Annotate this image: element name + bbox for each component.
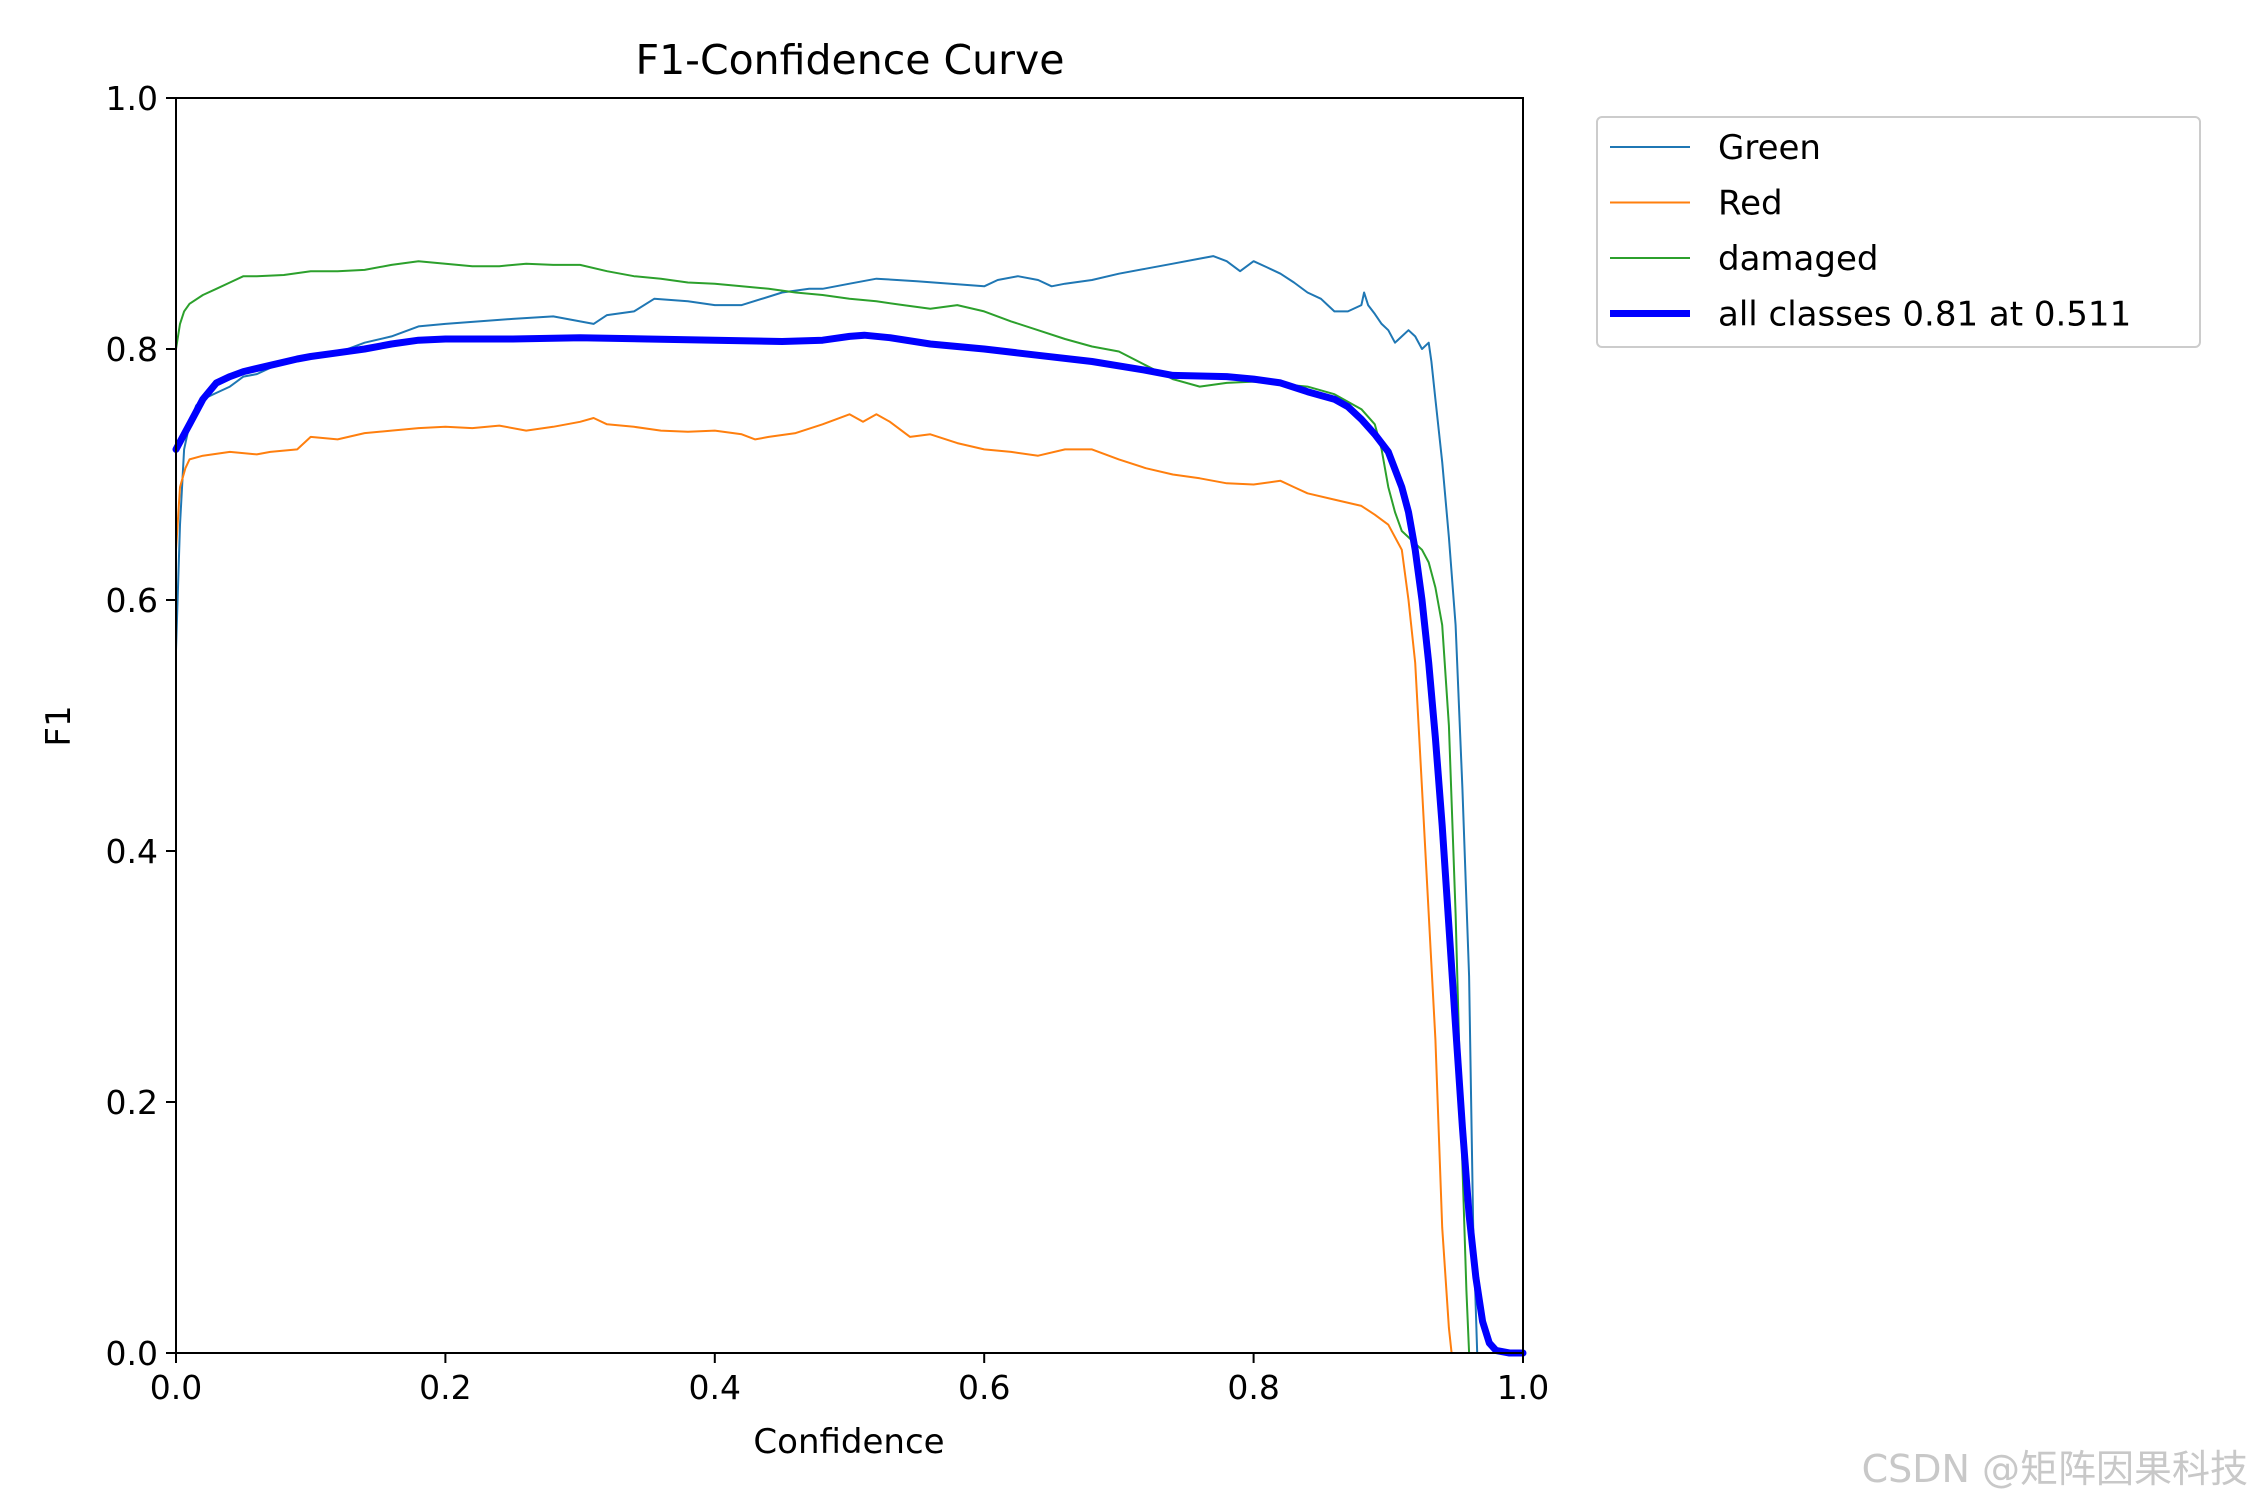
y-tick-label: 1.0 [106,79,158,118]
legend-label-2: Red [1718,184,1783,224]
x-tick-label: 0.8 [1227,1368,1279,1407]
x-tick-label: 0.0 [150,1368,202,1407]
x-tick-label: 0.2 [419,1368,471,1407]
plot-frame [175,97,1524,1354]
ticks-layer: 0.0 0.2 0.4 0.6 0.8 1.0 0.0 0.2 0.4 0.6 0.8 1.0 [106,79,1550,1407]
chart-title: F1-Confidence Curve [636,36,1065,84]
x-tick-label: 0.4 [689,1368,741,1407]
x-tick-label: 0.6 [958,1368,1010,1407]
legend-label-4: all classes 0.81 at 0.511 [1718,295,2131,335]
legend-label-1: Green [1718,128,1821,168]
x-axis-label: Confidence [753,1422,944,1462]
y-tick-label: 0.8 [106,330,158,369]
legend-label-3: damaged [1718,239,1878,279]
legend-items: Green Red damaged all classes 0.81 at 0.511 [1610,128,2131,335]
series-layer [172,255,1527,1357]
series-line-1 [175,255,1524,1354]
y-tick-label: 0.4 [106,832,158,871]
series-line-3 [175,260,1524,1354]
legend: Green Red damaged all classes 0.81 at 0.511 [1596,116,2201,348]
y-tick-label: 0.0 [106,1334,158,1373]
y-tick-label: 0.2 [106,1083,158,1122]
legend-frame [1596,116,2201,348]
watermark: CSDN @矩阵因果科技 [1862,1447,2248,1491]
series-line-4 [172,331,1527,1357]
y-tick-label: 0.6 [106,581,158,620]
x-tick-label: 1.0 [1497,1368,1549,1407]
series-line-2 [175,413,1524,1354]
y-axis-label: F1 [39,705,79,746]
